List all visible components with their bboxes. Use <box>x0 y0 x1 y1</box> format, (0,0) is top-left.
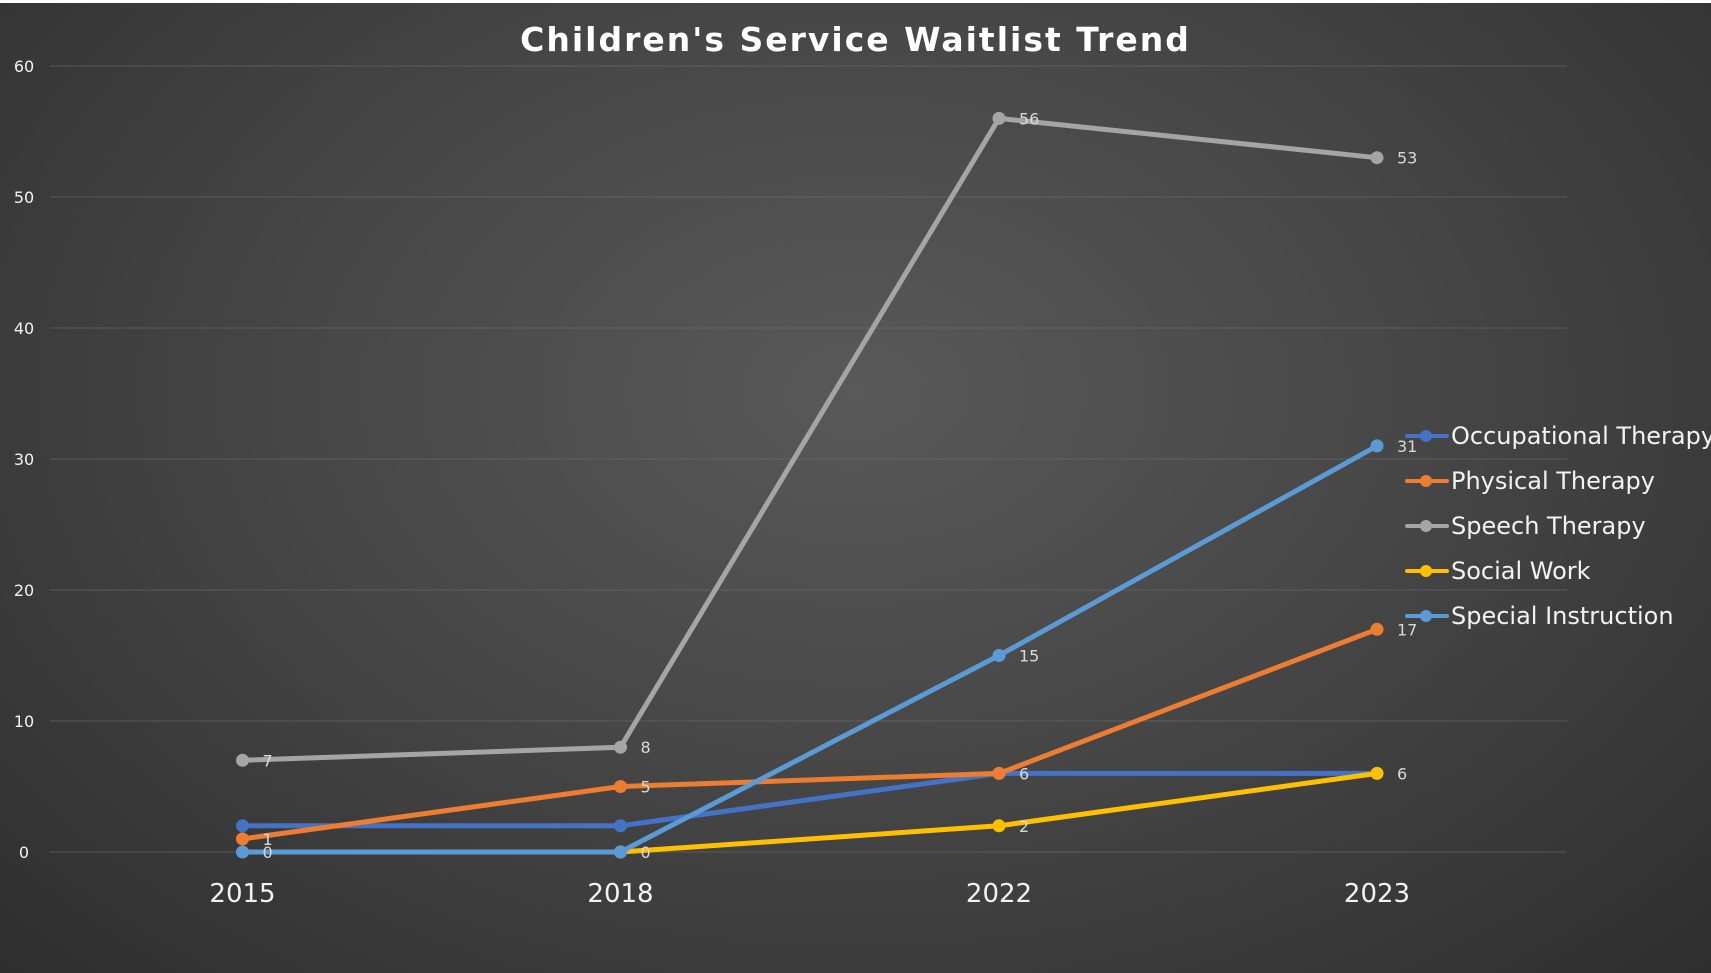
y-tick-label: 50 <box>14 188 34 207</box>
data-label: 6 <box>1019 764 1029 783</box>
data-point <box>614 819 627 833</box>
data-point <box>236 845 249 859</box>
y-tick-label: 10 <box>14 712 34 731</box>
data-point <box>614 845 627 859</box>
data-label: 53 <box>1397 149 1417 168</box>
data-point <box>992 819 1006 833</box>
series-line <box>240 626 1380 842</box>
legend-swatch <box>1403 471 1451 491</box>
series-physical-therapy <box>236 622 1384 846</box>
series-special-instruction <box>236 439 1384 859</box>
data-point <box>992 111 1006 125</box>
data-point <box>236 819 249 833</box>
y-tick-label: 0 <box>19 843 29 862</box>
series-line <box>618 770 1380 855</box>
series-line <box>240 443 1380 855</box>
data-label: 1 <box>263 830 273 849</box>
legend-item: Special Instruction <box>1403 593 1711 638</box>
data-point <box>992 649 1006 662</box>
legend-label: Speech Therapy <box>1451 511 1646 540</box>
data-label: 56 <box>1019 109 1039 128</box>
legend: Occupational Therapy Physical Therapy Spee… <box>1403 413 1711 638</box>
data-label: 17 <box>1397 620 1417 639</box>
legend-item: Social Work <box>1403 548 1711 593</box>
series-occupational-therapy <box>236 766 1384 833</box>
x-tick-label: 2023 <box>1344 879 1410 909</box>
y-tick-label: 30 <box>14 450 34 469</box>
data-point <box>614 740 627 754</box>
series-line <box>240 115 1380 763</box>
legend-swatch <box>1403 426 1451 446</box>
legend-swatch <box>1403 606 1451 626</box>
data-point <box>992 766 1006 780</box>
series-line <box>240 770 1380 829</box>
legend-item: Occupational Therapy <box>1403 413 1711 458</box>
data-point <box>1370 622 1384 636</box>
data-point <box>1370 766 1384 780</box>
x-tick-label: 2018 <box>587 879 653 909</box>
series-speech-therapy <box>236 111 1384 767</box>
legend-label: Occupational Therapy <box>1451 421 1711 450</box>
data-point <box>236 753 249 767</box>
legend-swatch <box>1403 561 1451 581</box>
data-label: 0 <box>263 843 273 862</box>
data-label: 5 <box>641 778 651 797</box>
data-point <box>614 780 627 793</box>
data-label: 15 <box>1019 647 1039 666</box>
legend-item: Speech Therapy <box>1403 503 1711 548</box>
legend-label: Special Instruction <box>1451 601 1674 630</box>
data-point <box>236 832 249 846</box>
data-label: 31 <box>1397 437 1417 456</box>
data-point <box>1370 151 1384 165</box>
data-label: 2 <box>1019 817 1029 836</box>
legend-swatch <box>1403 516 1451 536</box>
y-tick-label: 20 <box>14 581 34 600</box>
data-label: 7 <box>263 751 273 770</box>
legend-label: Social Work <box>1451 556 1591 585</box>
x-tick-label: 2022 <box>966 879 1032 909</box>
x-tick-label: 2015 <box>209 879 275 909</box>
data-point <box>1370 439 1384 453</box>
y-tick-label: 60 <box>14 57 34 76</box>
legend-item: Physical Therapy <box>1403 458 1711 503</box>
legend-label: Physical Therapy <box>1451 466 1655 495</box>
chart-title: Children's Service Waitlist Trend <box>520 20 1191 59</box>
data-label: 8 <box>641 738 651 757</box>
y-tick-label: 40 <box>14 319 34 338</box>
data-label: 6 <box>1397 764 1407 783</box>
data-label: 0 <box>641 843 651 862</box>
chart-area: Children's Service Waitlist Trend 0 10 20 3… <box>0 3 1711 973</box>
